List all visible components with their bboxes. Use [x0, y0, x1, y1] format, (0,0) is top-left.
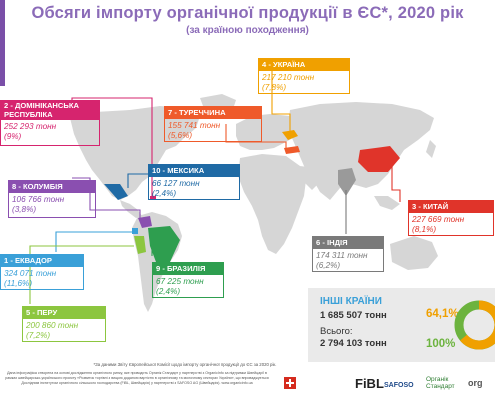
dominican-header-line2: РЕСПУБЛІКА — [4, 110, 53, 119]
dominican-value: 252 293 тонн — [4, 122, 57, 131]
india-label: 6 - ІНДІЯ 174 311 тонн (6,2%) — [312, 236, 384, 272]
left-accent-bar — [0, 0, 5, 86]
organic-standard-line2: Стандарт — [426, 383, 455, 390]
ecuador-value: 324 071 тонн — [4, 269, 57, 278]
ecuador-highlight — [132, 228, 138, 234]
australia-shape — [390, 236, 438, 270]
donut-others-arc — [460, 300, 495, 350]
total-label: Всього: — [320, 326, 353, 337]
others-panel: ІНШІ КРАЇНИ 1 685 507 тонн 64,1% Всього:… — [308, 288, 495, 362]
turkey-highlight — [284, 146, 300, 154]
peru-header: 5 - ПЕРУ — [22, 306, 106, 319]
total-share: 100% — [426, 338, 456, 350]
ukraine-highlight — [282, 130, 298, 140]
colombia-leader — [72, 177, 141, 220]
china-header: 3 - КИТАЙ — [408, 200, 494, 213]
chart-subtitle: (за країною походження) — [186, 25, 309, 36]
colombia-highlight — [138, 216, 152, 228]
ecuador-leader — [55, 231, 132, 252]
peru-highlight — [134, 236, 146, 254]
ukraine-leader — [271, 62, 291, 132]
ecuador-label: 1 - ЕКВАДОР 324 071 тонн (11,6%) — [0, 254, 84, 290]
japan-shape — [426, 140, 436, 158]
peru-share: (7,2%) — [26, 331, 51, 340]
africa-shape — [238, 154, 306, 254]
chart-title: Обсяги імпорту органічної продукції в ЄС… — [31, 4, 464, 22]
turkey-value: 155 741 тонн — [168, 121, 221, 130]
china-highlight — [358, 146, 400, 172]
footnote: *За даними Звіту Європейської Комісії що… — [93, 362, 277, 367]
mexico-share: (2,4%) — [152, 189, 177, 198]
china-label: 3 - КИТАЙ 227 669 тонн (8,1%) — [408, 200, 494, 236]
central-america-shape — [120, 200, 142, 218]
turkey-header: 7 - ТУРЕЧЧИНА — [164, 106, 262, 119]
safoso-logo: SAFOSO — [384, 382, 414, 389]
ukraine-share: (7,8%) — [262, 83, 287, 92]
turkey-leader — [225, 124, 287, 150]
others-label: ІНШІ КРАЇНИ — [320, 296, 382, 307]
dominican-label: 2 - ДОМІНІКАНСЬКА РЕСПУБЛІКА 252 293 тон… — [0, 100, 100, 146]
mexico-label: 10 - МЕКСИКА 66 127 тонн (2,4%) — [148, 164, 240, 200]
china-value: 227 669 тонн — [412, 215, 465, 224]
ukraine-value: 217 210 тонн — [262, 73, 315, 82]
swiss-flag-icon — [284, 377, 296, 389]
total-value: 2 794 103 тонн — [320, 338, 387, 349]
others-value: 1 685 507 тонн — [320, 310, 387, 321]
colombia-label: 8 - КОЛУМБІЯ 106 766 тонн (3,8%) — [8, 180, 96, 218]
north-america-shape — [70, 106, 200, 200]
others-share: 64,1% — [426, 308, 459, 320]
colombia-value: 106 766 тонн — [12, 195, 65, 204]
peru-value: 200 860 тонн — [26, 321, 79, 330]
india-share: (6,2%) — [316, 261, 341, 270]
dominican-header: 2 - ДОМІНІКАНСЬКА РЕСПУБЛІКА — [0, 100, 100, 120]
organicinfo-logo: org — [468, 378, 483, 388]
organic-standard-logo: Органік Стандарт — [426, 376, 455, 390]
peru-leader — [29, 245, 134, 304]
ecuador-header: 1 - ЕКВАДОР — [0, 254, 84, 267]
mexico-leader — [127, 173, 150, 188]
dominican-header-line1: 2 - ДОМІНІКАНСЬКА — [4, 101, 79, 110]
brazil-label: 9 - БРАЗИЛІЯ 67 225 тонн (2,4%) — [152, 262, 224, 298]
china-leader — [391, 160, 401, 202]
mexico-header: 10 - МЕКСИКА — [148, 164, 240, 177]
colombia-header: 8 - КОЛУМБІЯ — [8, 180, 96, 193]
ukraine-header: 4 - УКРАЇНА — [258, 58, 350, 71]
china-share: (8,1%) — [412, 225, 437, 234]
organic-standard-line1: Органік — [426, 376, 449, 383]
colombia-share: (3,8%) — [12, 205, 37, 214]
mexico-value: 66 127 тонн — [152, 179, 200, 188]
arabia-shape — [300, 166, 322, 190]
india-header: 6 - ІНДІЯ — [312, 236, 384, 249]
ukraine-label: 4 - УКРАЇНА 217 210 тонн (7,8%) — [258, 58, 350, 94]
brazil-highlight — [148, 226, 180, 262]
brazil-leader — [151, 247, 156, 256]
turkey-label: 7 - ТУРЕЧЧИНА 155 741 тонн (5,6%) — [164, 106, 262, 142]
turkey-share: (5,6%) — [168, 131, 193, 140]
brazil-header: 9 - БРАЗИЛІЯ — [152, 262, 224, 275]
country-highlights — [104, 130, 400, 262]
ecuador-share: (11,6%) — [4, 279, 33, 288]
peru-label: 5 - ПЕРУ 200 860 тонн (7,2%) — [22, 306, 106, 342]
india-highlight — [338, 168, 356, 196]
india-value: 174 311 тонн — [316, 251, 368, 260]
footer-text: Дана інфографіка створена на основі досл… — [5, 371, 269, 385]
fibl-logo: FiBL — [355, 376, 384, 391]
brazil-value: 67 225 тонн — [156, 277, 204, 286]
brazil-share: (2,4%) — [156, 287, 181, 296]
se-asia-shape — [374, 196, 400, 210]
mexico-highlight — [104, 184, 128, 200]
others-donut — [454, 300, 495, 350]
swiss-logo — [284, 376, 296, 394]
dominican-share: (9%) — [4, 132, 22, 141]
